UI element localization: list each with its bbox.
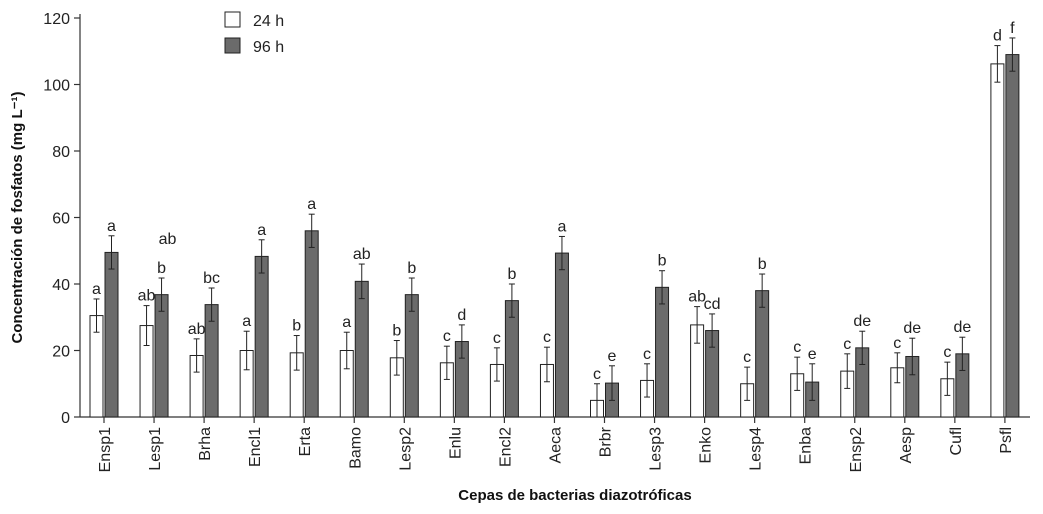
bar-96h xyxy=(154,294,169,418)
significance-label: ab xyxy=(353,246,371,263)
x-tick-label: Lesp2 xyxy=(397,427,414,471)
significance-label: b xyxy=(407,260,416,277)
bar-96h xyxy=(504,300,519,418)
x-tick-label: Lesp4 xyxy=(748,427,765,471)
significance-label: c xyxy=(743,349,751,366)
significance-label: c xyxy=(543,329,551,346)
x-tick-label: Lesp3 xyxy=(648,427,665,471)
significance-label: a xyxy=(242,313,251,330)
significance-label: c xyxy=(493,330,501,347)
x-tick-label: Ensp1 xyxy=(97,427,114,472)
significance-label: c xyxy=(443,328,451,345)
x-tick-label: Brbr xyxy=(598,426,615,457)
bar-96h xyxy=(1005,54,1020,418)
significance-label: cd xyxy=(704,296,721,313)
y-tick-label: 100 xyxy=(43,78,70,95)
significance-label: c xyxy=(943,344,951,361)
bar-96h xyxy=(104,251,119,418)
significance-label: a xyxy=(257,222,266,239)
significance-label: de xyxy=(953,319,971,336)
significance-label: c xyxy=(843,336,851,353)
significance-label: e xyxy=(808,346,817,363)
bar-96h xyxy=(304,230,319,418)
significance-label: de xyxy=(853,313,871,330)
bar-96h xyxy=(554,252,569,418)
x-tick-label: Erta xyxy=(297,427,314,456)
significance-label: b xyxy=(292,318,301,335)
significance-label: b xyxy=(392,323,401,340)
significance-label: b xyxy=(507,266,516,283)
significance-label: de xyxy=(903,320,921,337)
significance-label: a xyxy=(92,281,101,298)
x-tick-label: Lesp1 xyxy=(147,427,164,471)
legend-swatch-96h xyxy=(224,37,241,54)
y-tick-label: 20 xyxy=(52,344,70,361)
x-tick-label: Aesp xyxy=(898,427,915,464)
y-tick-label: 0 xyxy=(61,410,70,427)
x-axis-title: Cepas de bacterias diazotróficas xyxy=(458,487,691,504)
x-tick-label: Encl1 xyxy=(247,427,264,467)
bar-96h xyxy=(655,286,670,418)
significance-label: c xyxy=(593,366,601,383)
significance-label: bc xyxy=(203,270,220,287)
y-tick-label: 40 xyxy=(52,277,70,294)
x-tick-label: Encl2 xyxy=(497,427,514,467)
x-tick-label: Brha xyxy=(197,427,214,461)
bar-24h xyxy=(990,63,1005,418)
significance-label: d xyxy=(457,307,466,324)
significance-label: b xyxy=(758,256,767,273)
significance-label: c xyxy=(643,346,651,363)
significance-label: c xyxy=(793,339,801,356)
significance-label: a xyxy=(557,218,566,235)
legend-swatch-24h xyxy=(224,11,241,28)
bar-96h xyxy=(254,255,269,418)
bar-96h xyxy=(354,280,369,418)
significance-label: d xyxy=(993,28,1002,45)
x-tick-label: Ensp2 xyxy=(848,427,865,472)
legend-label-96h: 96 h xyxy=(253,39,284,56)
y-tick-label: 60 xyxy=(52,211,70,228)
legend-label-24h: 24 h xyxy=(253,13,284,30)
significance-label: c xyxy=(893,335,901,352)
x-tick-label: Enba xyxy=(798,427,815,464)
y-axis-title: Concentración de fosfatos (mg L⁻¹) xyxy=(9,91,26,343)
significance-label: ab xyxy=(159,231,177,248)
bar-96h xyxy=(755,290,770,418)
x-tick-label: Bamo xyxy=(347,427,364,469)
x-tick-label: Psfl xyxy=(998,427,1015,454)
x-tick-label: Cufl xyxy=(948,427,965,455)
y-tick-label: 120 xyxy=(43,11,70,28)
x-tick-label: Enlu xyxy=(447,427,464,459)
x-tick-label: Aeca xyxy=(547,427,564,464)
significance-label: f xyxy=(1010,20,1015,37)
significance-label: b xyxy=(157,260,166,277)
bar-96h xyxy=(404,294,419,418)
significance-label: a xyxy=(107,218,116,235)
x-tick-label: Enko xyxy=(698,427,715,464)
significance-label: b xyxy=(658,253,667,270)
significance-label: ab xyxy=(188,321,206,338)
significance-label: ab xyxy=(688,289,706,306)
y-tick-label: 80 xyxy=(52,144,70,161)
significance-label: a xyxy=(307,196,316,213)
significance-label: ab xyxy=(138,288,156,305)
significance-label: a xyxy=(342,314,351,331)
significance-label: e xyxy=(608,348,617,365)
